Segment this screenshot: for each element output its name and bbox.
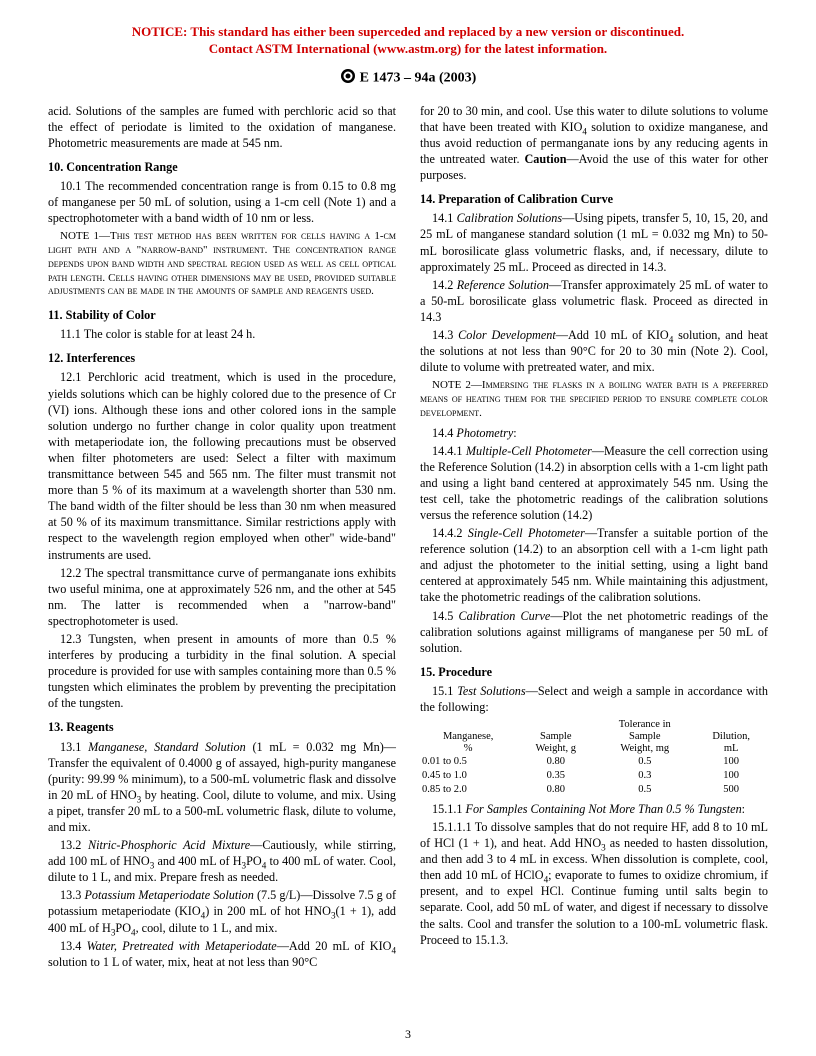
table-row: 0.45 to 1.00.350.3100 <box>420 769 768 783</box>
section-10-1: 10.1 The recommended concentration range… <box>48 178 396 226</box>
section-13-2: 13.2 Nitric-Phosphoric Acid Mixture—Caut… <box>48 837 396 885</box>
table-cell: 0.80 <box>516 783 595 797</box>
table-header: Tolerance inSampleWeight, mg <box>595 719 694 755</box>
table-header: Dilution,mL <box>694 719 768 755</box>
table-header: Manganese,% <box>420 719 516 755</box>
table-cell: 0.01 to 0.5 <box>420 755 516 769</box>
section-15-1: 15.1 Test Solutions—Select and weigh a s… <box>420 683 768 715</box>
section-14-4-2: 14.4.2 Single-Cell Photometer—Transfer a… <box>420 525 768 605</box>
section-12-1: 12.1 Perchloric acid treatment, which is… <box>48 369 396 562</box>
section-12-title: 12. Interferences <box>48 350 396 366</box>
section-12-3: 12.3 Tungsten, when present in amounts o… <box>48 631 396 711</box>
body-columns: acid. Solutions of the samples are fumed… <box>48 103 768 970</box>
table-cell: 100 <box>694 769 768 783</box>
section-15-1-1: 15.1.1 For Samples Containing Not More T… <box>420 801 768 817</box>
section-14-3: 14.3 Color Development—Add 10 mL of KIO4… <box>420 327 768 375</box>
section-13-4: 13.4 Water, Pretreated with Metaperiodat… <box>48 938 396 970</box>
notice-line1: NOTICE: This standard has either been su… <box>132 24 684 39</box>
section-14-5: 14.5 Calibration Curve—Plot the net phot… <box>420 608 768 656</box>
section-13-title: 13. Reagents <box>48 719 396 735</box>
section-11-1: 11.1 The color is stable for at least 24… <box>48 326 396 342</box>
section-14-title: 14. Preparation of Calibration Curve <box>420 191 768 207</box>
notice-line2: Contact ASTM International (www.astm.org… <box>209 41 607 56</box>
standard-header: E 1473 – 94a (2003) <box>48 68 768 89</box>
table-cell: 0.3 <box>595 769 694 783</box>
section-15-title: 15. Procedure <box>420 664 768 680</box>
table-cell: 100 <box>694 755 768 769</box>
section-15-1-1-1: 15.1.1.1 To dissolve samples that do not… <box>420 819 768 948</box>
note-1: NOTE 1—This test method has been written… <box>48 230 396 299</box>
astm-logo <box>340 68 356 89</box>
note-2: NOTE 2—Immersing the flasks in a boiling… <box>420 379 768 420</box>
standard-number: E 1473 – 94a (2003) <box>360 71 477 86</box>
table-cell: 0.5 <box>595 783 694 797</box>
table-cell: 0.35 <box>516 769 595 783</box>
section-14-4-1: 14.4.1 Multiple-Cell Photometer—Measure … <box>420 443 768 523</box>
note-1-text: NOTE 1—This test method has been written… <box>48 230 396 297</box>
section-13-3: 13.3 Potassium Metaperiodate Solution (7… <box>48 887 396 935</box>
table-cell: 0.45 to 1.0 <box>420 769 516 783</box>
col2-continuation: for 20 to 30 min, and cool. Use this wat… <box>420 103 768 183</box>
table-cell: 0.85 to 2.0 <box>420 783 516 797</box>
page-number: 3 <box>0 1027 816 1042</box>
table-cell: 0.80 <box>516 755 595 769</box>
table-header: SampleWeight, g <box>516 719 595 755</box>
table-row: 0.85 to 2.00.800.5500 <box>420 783 768 797</box>
section-14-4: 14.4 Photometry: <box>420 425 768 441</box>
table-cell: 500 <box>694 783 768 797</box>
section-11-title: 11. Stability of Color <box>48 307 396 323</box>
table-row: 0.01 to 0.50.800.5100 <box>420 755 768 769</box>
section-10-title: 10. Concentration Range <box>48 159 396 175</box>
section-14-2: 14.2 Reference Solution—Transfer approxi… <box>420 277 768 325</box>
notice: NOTICE: This standard has either been su… <box>48 24 768 58</box>
section-13-1: 13.1 Manganese, Standard Solution (1 mL … <box>48 739 396 836</box>
table-cell: 0.5 <box>595 755 694 769</box>
section-12-2: 12.2 The spectral transmittance curve of… <box>48 565 396 629</box>
intro-continuation: acid. Solutions of the samples are fumed… <box>48 103 396 151</box>
section-14-1: 14.1 Calibration Solutions—Using pipets,… <box>420 210 768 274</box>
sample-table: Manganese,%SampleWeight, gTolerance inSa… <box>420 719 768 797</box>
